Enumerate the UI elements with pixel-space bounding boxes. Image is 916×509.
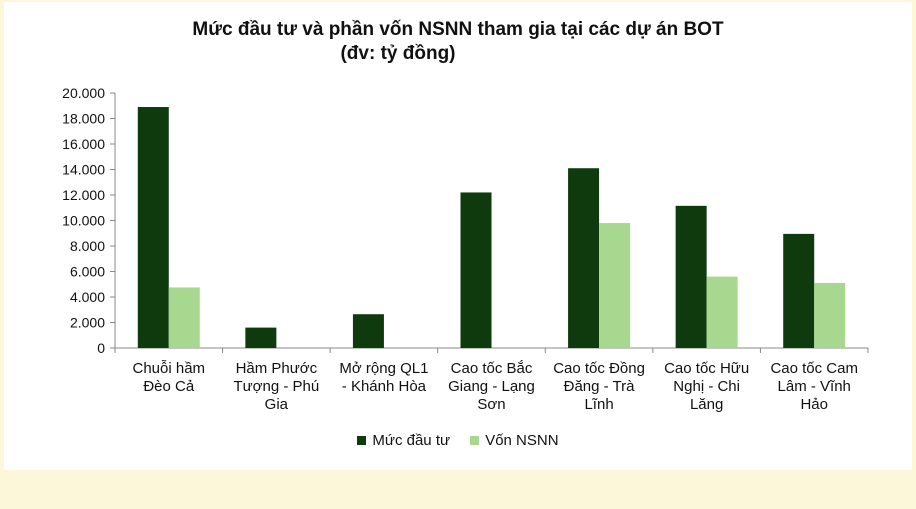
axes: 0 2.000 4.000 6.000 8.000 10.000 12.000 14.000 1…: [62, 85, 869, 356]
y-tick-label: 8.000: [70, 238, 105, 254]
legend-label-state-budget: Vốn NSNN: [485, 432, 559, 449]
x-category-label: Hầm Phước Tượng - Phú Gia: [233, 360, 319, 413]
y-tick-label: 2.000: [70, 315, 105, 331]
bars: [137, 107, 846, 349]
bar-investment: [137, 107, 169, 349]
legend-label-investment: Mức đầu tư: [372, 432, 451, 449]
chart-title: Mức đầu tư và phần vốn NSNN tham gia tại…: [0, 18, 916, 66]
y-tick-label: 12.000: [62, 187, 105, 203]
bar-investment: [675, 205, 707, 348]
chart-title-line2: (đv: tỷ đồng): [340, 43, 456, 64]
legend: Mức đầu tư Vốn NSNN: [0, 432, 916, 449]
y-tick-label: 18.000: [62, 111, 105, 127]
bar-state-budget: [168, 287, 200, 348]
legend-item-state-budget: Vốn NSNN: [470, 432, 559, 449]
y-tick-label: 10.000: [62, 213, 105, 229]
bar-state-budget: [706, 276, 738, 348]
y-tick-label: 20.000: [62, 85, 105, 101]
legend-swatch-investment: [357, 436, 367, 445]
bar-investment: [460, 192, 492, 348]
bar-investment: [568, 168, 600, 348]
bar-investment: [352, 314, 384, 348]
y-tick-label: 0: [97, 340, 105, 356]
x-category-label: Cao tốc Hữu Nghị - Chi Lăng: [664, 360, 749, 413]
y-tick-label: 16.000: [62, 136, 105, 152]
legend-item-investment: Mức đầu tư: [357, 432, 450, 449]
x-category-label: Cao tốc Bắc Giang - Lạng Sơn: [448, 360, 535, 413]
chart-title-line1: Mức đầu tư và phần vốn NSNN tham gia tại…: [192, 19, 724, 40]
legend-swatch-state-budget: [470, 436, 480, 445]
y-tick-label: 6.000: [70, 264, 105, 280]
bar-investment: [245, 327, 277, 348]
bar-state-budget: [814, 282, 846, 348]
bar-state-budget: [599, 223, 631, 348]
x-category-label: Cao tốc Cam Lâm - Vĩnh Hảo: [770, 360, 858, 413]
x-category-label: Chuỗi hầm Đèo Cả: [133, 360, 206, 395]
bar-investment: [783, 233, 815, 348]
y-tick-label: 14.000: [62, 162, 105, 178]
y-tick-label: 4.000: [70, 289, 105, 305]
x-category-label: Mở rộng QL1- Khánh Hòa: [339, 360, 428, 395]
bar-chart: 0 2.000 4.000 6.000 8.000 10.000 12.000 14.000 1…: [62, 85, 869, 413]
x-category-label: Cao tốc Đồng Đăng - Trà Lĩnh: [553, 360, 645, 413]
category-labels: Chuỗi hầm Đèo Cả Hầm Phước Tượng - Phú Gia Mở…: [133, 360, 858, 413]
